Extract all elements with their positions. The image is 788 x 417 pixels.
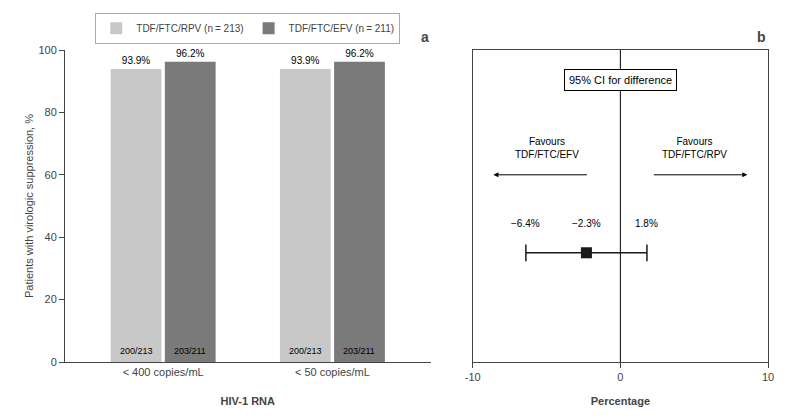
svg-text:40: 40 — [45, 231, 57, 243]
svg-text:0: 0 — [617, 371, 623, 383]
svg-text:TDF/FTC/RPV (n = 213): TDF/FTC/RPV (n = 213) — [136, 23, 243, 34]
svg-text:1.8%: 1.8% — [635, 218, 658, 229]
svg-text:100: 100 — [38, 44, 56, 56]
svg-text:96.2%: 96.2% — [345, 48, 373, 59]
svg-text:200/213: 200/213 — [289, 346, 322, 356]
svg-text:0: 0 — [51, 356, 57, 368]
svg-text:TDF/FTC/EFV (n = 211): TDF/FTC/EFV (n = 211) — [289, 23, 394, 34]
svg-text:a: a — [421, 29, 429, 45]
svg-text:80: 80 — [45, 106, 57, 118]
svg-text:b: b — [757, 29, 766, 45]
svg-text:10: 10 — [762, 371, 774, 383]
svg-text:Patients with virologic suppre: Patients with virologic suppression, % — [23, 114, 35, 298]
svg-text:96.2%: 96.2% — [176, 48, 204, 59]
svg-text:95% CI for difference: 95% CI for difference — [569, 74, 672, 86]
svg-text:203/211: 203/211 — [174, 346, 206, 356]
svg-text:200/213: 200/213 — [120, 346, 153, 356]
svg-text:203/211: 203/211 — [343, 346, 375, 356]
svg-text:< 400 copies/mL: < 400 copies/mL — [123, 366, 204, 378]
svg-text:60: 60 — [45, 169, 57, 181]
svg-text:FavoursTDF/FTC/RPV: FavoursTDF/FTC/RPV — [662, 136, 727, 160]
svg-text:93.9%: 93.9% — [291, 55, 319, 66]
svg-text:93.9%: 93.9% — [122, 55, 150, 66]
svg-text:Percentage: Percentage — [591, 395, 650, 407]
svg-text:HIV-1 RNA: HIV-1 RNA — [221, 395, 275, 407]
svg-text:−2.3%: −2.3% — [572, 218, 601, 229]
svg-text:< 50 copies/mL: < 50 copies/mL — [295, 366, 370, 378]
svg-text:-10: -10 — [465, 371, 481, 383]
svg-text:−6.4%: −6.4% — [511, 218, 540, 229]
svg-text:FavoursTDF/FTC/EFV: FavoursTDF/FTC/EFV — [515, 136, 579, 160]
svg-text:20: 20 — [45, 293, 57, 305]
